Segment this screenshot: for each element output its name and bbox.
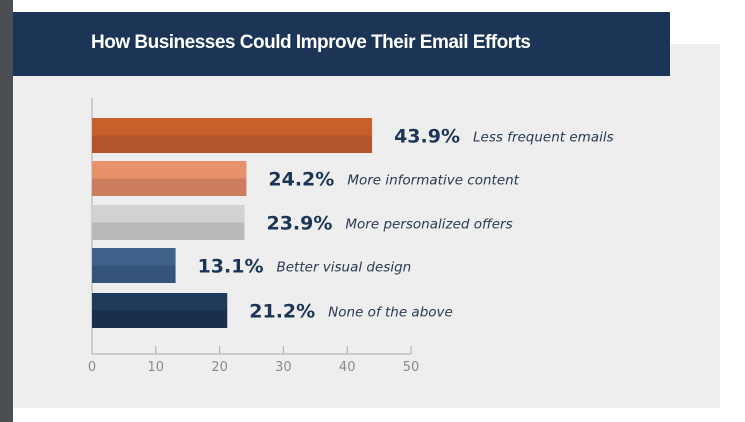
value-label: 43.9% <box>394 126 460 148</box>
value-label: 21.2% <box>249 301 315 323</box>
category-label: More informative content <box>347 173 519 189</box>
bar-0-bottom <box>92 135 373 153</box>
bar-3-top <box>92 248 176 266</box>
category-label: Better visual design <box>276 260 411 276</box>
chart-title: How Businesses Could Improve Their Email… <box>91 32 531 53</box>
x-tick-label: 40 <box>339 360 356 375</box>
x-tick-label: 30 <box>275 360 292 375</box>
bar-2-bottom <box>92 222 245 240</box>
bar-1-top <box>92 161 247 179</box>
window-edge <box>0 0 13 422</box>
category-label: Less frequent emails <box>473 130 614 146</box>
x-tick-label: 0 <box>88 360 96 375</box>
bar-1-bottom <box>92 178 247 196</box>
chart-header: How Businesses Could Improve Their Email… <box>13 12 670 76</box>
bar-4-top <box>92 293 228 311</box>
bar-4-bottom <box>92 310 228 328</box>
value-label: 24.2% <box>268 169 334 191</box>
x-tick-label: 20 <box>211 360 228 375</box>
x-tick-label: 50 <box>403 360 420 375</box>
bar-0-top <box>92 118 373 136</box>
bar-2-top <box>92 205 245 223</box>
x-tick-label: 10 <box>148 360 165 375</box>
value-label: 23.9% <box>266 213 332 235</box>
bar-3-bottom <box>92 265 176 283</box>
category-label: None of the above <box>328 305 453 321</box>
value-label: 13.1% <box>198 256 264 278</box>
category-label: More personalized offers <box>345 217 512 233</box>
